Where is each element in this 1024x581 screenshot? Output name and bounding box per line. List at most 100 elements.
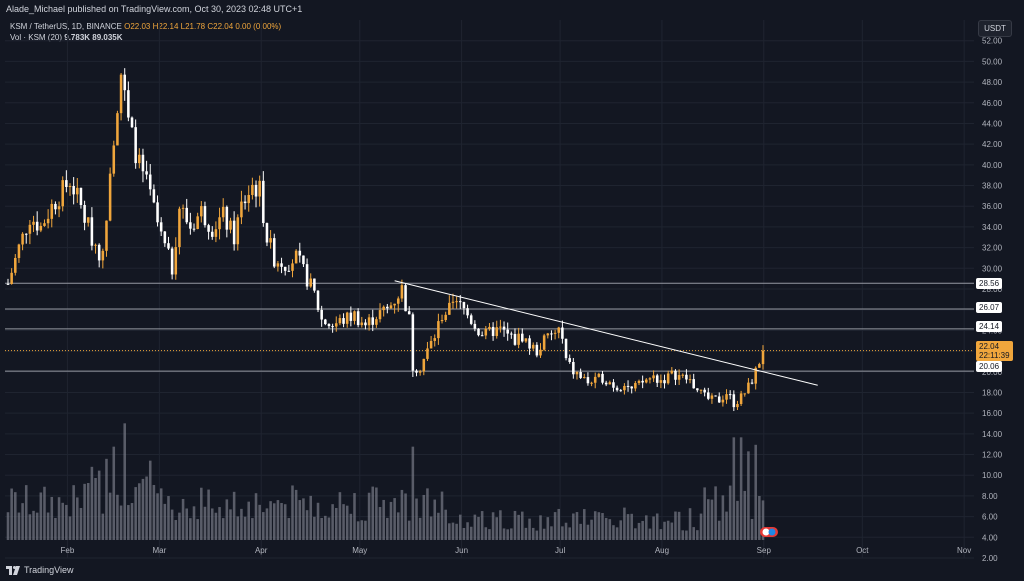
candle-body bbox=[254, 184, 258, 197]
y-tick-label: 40.00 bbox=[982, 161, 1003, 170]
volume-bar bbox=[448, 523, 451, 540]
x-tick-label: Mar bbox=[152, 546, 166, 555]
candle-body bbox=[758, 364, 761, 368]
candle-body bbox=[313, 278, 316, 291]
candle-body bbox=[338, 318, 342, 324]
volume-bar bbox=[39, 492, 43, 540]
volume-bar bbox=[524, 527, 528, 540]
candle-body bbox=[732, 394, 736, 408]
volume-bar bbox=[615, 527, 619, 540]
volume-bar bbox=[634, 528, 637, 540]
volume-bar bbox=[334, 507, 338, 540]
candle-body bbox=[495, 327, 499, 336]
volume-bar bbox=[178, 512, 181, 540]
close-value: C22.04 bbox=[207, 22, 234, 31]
volume-bar bbox=[371, 486, 375, 540]
candle-body bbox=[426, 348, 429, 359]
volume-bar bbox=[451, 522, 455, 540]
candle-body bbox=[294, 250, 298, 264]
candle-body bbox=[79, 187, 83, 206]
candle-body bbox=[681, 374, 685, 376]
volume-bar bbox=[68, 516, 72, 540]
volume-bar bbox=[353, 493, 356, 540]
volume-bar bbox=[652, 516, 655, 540]
candle-body bbox=[641, 380, 644, 383]
volume-bar bbox=[138, 483, 141, 540]
candle-body bbox=[218, 217, 221, 230]
volume-bar bbox=[123, 423, 126, 540]
candle-body bbox=[207, 225, 210, 232]
x-tick-label: Sep bbox=[757, 546, 772, 555]
candle-body bbox=[163, 231, 167, 244]
candle-body bbox=[502, 326, 506, 330]
volume-bar bbox=[583, 509, 586, 540]
candle-body bbox=[440, 320, 444, 322]
candle-body bbox=[302, 255, 305, 265]
candle-body bbox=[389, 305, 393, 309]
volume-bar bbox=[484, 527, 488, 540]
volume-bar bbox=[750, 518, 754, 540]
y-tick-label: 12.00 bbox=[982, 451, 1003, 460]
candle-body bbox=[210, 231, 214, 237]
candle-body bbox=[688, 379, 692, 381]
volume-bar bbox=[225, 499, 229, 540]
volume-bar bbox=[83, 483, 86, 540]
volume-bar bbox=[97, 470, 101, 540]
candle-body bbox=[469, 315, 473, 324]
candle-body bbox=[185, 207, 188, 223]
currency-button[interactable]: USDT bbox=[978, 20, 1012, 37]
volume-bar bbox=[324, 515, 327, 540]
volume-bar bbox=[728, 485, 732, 540]
candle-body bbox=[593, 376, 597, 383]
volume-bar bbox=[254, 493, 258, 540]
volume-bar bbox=[575, 512, 579, 540]
candle-body bbox=[739, 393, 743, 405]
volume-bar bbox=[535, 530, 539, 540]
volume-bar bbox=[564, 522, 568, 540]
candle-body bbox=[367, 317, 371, 326]
candle-body bbox=[750, 382, 754, 384]
candle-body bbox=[444, 314, 447, 321]
candle-body bbox=[192, 228, 196, 230]
volume-bar bbox=[163, 503, 167, 540]
volume-bar bbox=[43, 486, 46, 540]
symbol-name[interactable]: KSM / TetherUS, 1D, BINANCE bbox=[10, 22, 122, 31]
volume-bar bbox=[276, 500, 280, 540]
candle-body bbox=[170, 248, 174, 275]
candle-body bbox=[327, 324, 331, 327]
y-tick-label: 38.00 bbox=[982, 182, 1003, 191]
x-tick-label: Oct bbox=[856, 546, 869, 555]
x-tick-label: Nov bbox=[957, 546, 971, 555]
volume-bar bbox=[542, 528, 546, 540]
candle-body bbox=[437, 321, 440, 339]
volume-bar bbox=[105, 458, 108, 540]
volume-bar bbox=[35, 512, 39, 540]
tradingview-logo[interactable]: TradingView bbox=[6, 565, 74, 575]
volume-bar bbox=[473, 514, 477, 540]
volume-bar bbox=[670, 522, 674, 540]
volume-bar bbox=[130, 503, 134, 540]
candle-body bbox=[371, 317, 375, 325]
candle-body bbox=[262, 180, 265, 224]
candle-body bbox=[112, 145, 116, 174]
event-flag-icon[interactable] bbox=[760, 527, 778, 537]
candle-body bbox=[134, 127, 137, 164]
volume-bar bbox=[586, 524, 590, 540]
volume-bar bbox=[236, 516, 240, 540]
volume-bar bbox=[57, 497, 61, 540]
candle-body bbox=[24, 233, 28, 235]
volume-bar bbox=[72, 485, 75, 540]
volume-bar bbox=[637, 522, 641, 540]
y-tick-label: 20.00 bbox=[982, 368, 1003, 377]
volume-bar bbox=[17, 512, 21, 540]
volume-bar bbox=[699, 513, 703, 540]
volume-bar bbox=[590, 519, 593, 540]
candle-body bbox=[167, 243, 170, 249]
volume-label[interactable]: Vol · KSM (20) bbox=[10, 33, 63, 42]
candle-body bbox=[65, 180, 68, 187]
candle-body bbox=[630, 386, 633, 389]
volume-bar bbox=[272, 503, 276, 540]
volume-bar bbox=[404, 493, 407, 540]
candle-body bbox=[174, 247, 178, 275]
